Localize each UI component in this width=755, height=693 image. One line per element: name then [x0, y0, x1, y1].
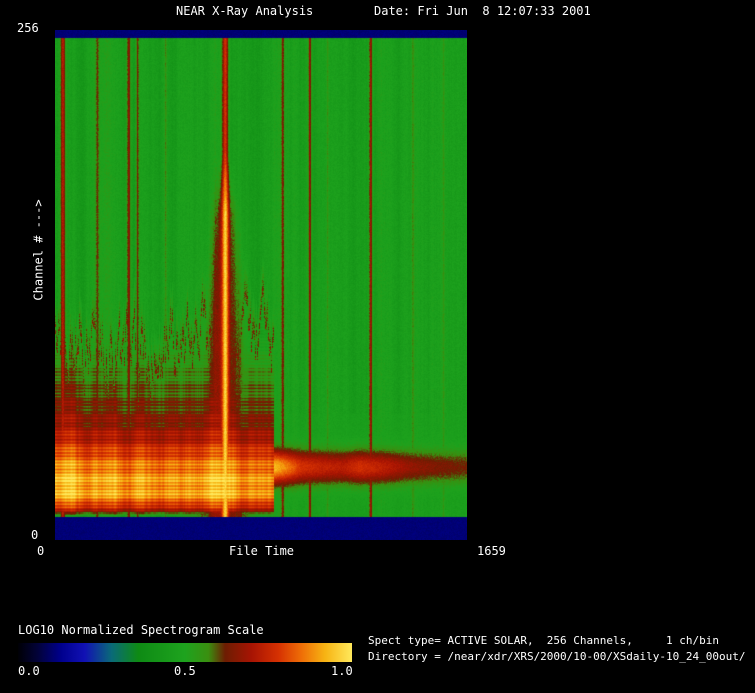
- spect-type-label: Spect type= ACTIVE SOLAR, 256 Channels, …: [368, 634, 719, 647]
- colorbar-tick-max: 1.0: [331, 664, 353, 678]
- x-axis-title: File Time: [229, 544, 295, 558]
- y-axis-max-label: 256: [17, 21, 39, 35]
- x-axis-min-label: 0: [37, 544, 45, 558]
- colorbar-tick-mid: 0.5: [174, 664, 196, 678]
- directory-label: Directory = /near/xdr/XRS/2000/10-00/XSd…: [368, 650, 746, 663]
- spectrogram-plot: [55, 30, 467, 540]
- y-axis-min-label: 0: [31, 528, 39, 542]
- colorbar-gradient: [18, 643, 352, 662]
- spectrogram-canvas: [55, 30, 467, 540]
- date-label: Date: Fri Jun 8 12:07:33 2001: [374, 4, 591, 18]
- y-axis-title: Channel # --->: [31, 199, 46, 301]
- window-title: NEAR X-Ray Analysis: [176, 4, 314, 18]
- colorbar-tick-min: 0.0: [18, 664, 40, 678]
- x-axis-max-label: 1659: [477, 544, 506, 558]
- colorbar-title: LOG10 Normalized Spectrogram Scale: [18, 623, 264, 637]
